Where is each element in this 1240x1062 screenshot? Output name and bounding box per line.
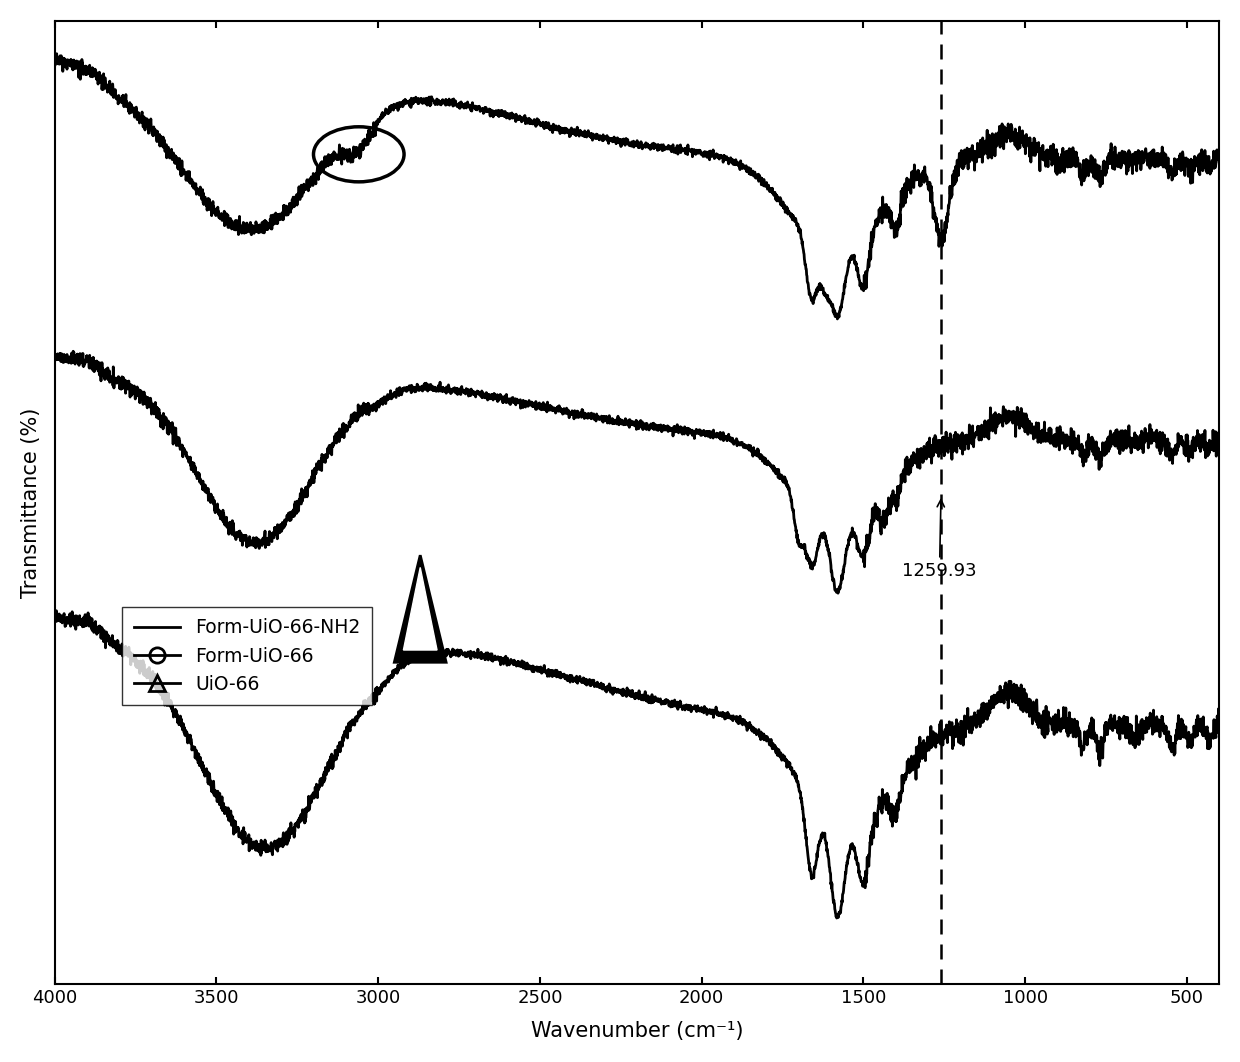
X-axis label: Wavenumber (cm⁻¹): Wavenumber (cm⁻¹) [531, 1022, 743, 1041]
Y-axis label: Transmittance (%): Transmittance (%) [21, 408, 41, 598]
Text: 1259.93: 1259.93 [903, 499, 977, 581]
Polygon shape [403, 567, 436, 650]
Polygon shape [394, 555, 446, 663]
Legend: Form-UiO-66-NH2, Form-UiO-66, UiO-66: Form-UiO-66-NH2, Form-UiO-66, UiO-66 [123, 607, 372, 705]
